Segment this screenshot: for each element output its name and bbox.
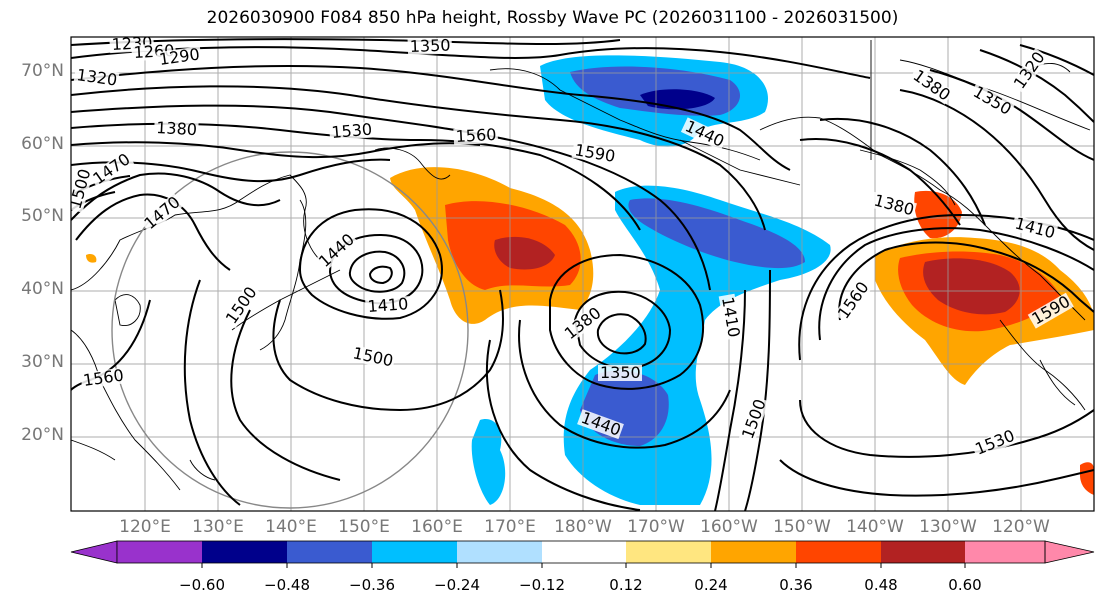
lon-label: 170°E: [484, 517, 536, 537]
svg-text:1350: 1350: [600, 363, 641, 382]
colorbar-tick-label: −0.48: [264, 576, 310, 594]
lon-label: 170°W: [627, 517, 685, 537]
reference-circle: [111, 151, 469, 509]
colorbar-tick-label: −0.12: [519, 576, 565, 594]
colorbar-ticks: [201, 563, 966, 568]
colorbar-bin: [372, 541, 457, 563]
colorbar-bin: [881, 541, 965, 563]
colorbar-frame: [116, 540, 1046, 564]
colorbar-tick-label: 0.24: [694, 576, 728, 594]
lon-label: 130°W: [919, 517, 977, 537]
contour-label: 1530: [328, 120, 375, 142]
positive-anomaly-left-edge: [86, 253, 97, 263]
colorbar-bin: [796, 541, 881, 563]
contour-label: 1350: [407, 36, 453, 56]
anomaly-shading: [86, 55, 1094, 505]
height-contours: [71, 38, 1094, 511]
colorbar-bin: [457, 541, 542, 563]
colorbar-tick-label: −0.60: [179, 576, 225, 594]
positive-anomaly-nw-pacific-core: [494, 236, 555, 270]
colorbar-extend-low: [70, 540, 118, 564]
colorbar-tick-label: −0.24: [434, 576, 480, 594]
colorbar: [70, 540, 1095, 568]
positive-anomaly-alaska: [914, 190, 962, 239]
contour-label: 1350: [598, 363, 642, 382]
lon-label: 150°E: [338, 517, 390, 537]
contour-label: 1380: [153, 118, 199, 139]
svg-text:1350: 1350: [409, 36, 450, 56]
contour-label: 1290: [156, 44, 203, 69]
colorbar-bin: [542, 541, 626, 563]
negative-anomaly-west-small: [471, 419, 506, 505]
colorbar-bin: [287, 541, 372, 563]
colorbar-tick-label: 0.48: [864, 576, 898, 594]
contour-labels: 1230 1260 1290 1320 1350 1380 1470 1500 …: [71, 36, 1074, 459]
lon-label: 130°E: [192, 517, 244, 537]
svg-text:1560: 1560: [455, 125, 497, 146]
lat-label: 50°N: [21, 206, 64, 226]
negative-anomaly-central-pacific-core: [628, 198, 805, 269]
colorbar-tick-label: 0.12: [609, 576, 643, 594]
svg-text:1410: 1410: [367, 294, 409, 316]
colorbar-bin: [626, 541, 711, 563]
colorbar-tick-label: 0.60: [948, 576, 982, 594]
lon-label: 140°E: [265, 517, 317, 537]
lon-label: 160°E: [411, 517, 463, 537]
colorbar-bin: [711, 541, 796, 563]
lon-label: 140°W: [846, 517, 904, 537]
colorbar-extend-high: [1044, 540, 1095, 564]
map-frame: [70, 36, 1095, 512]
lon-label: 180°W: [554, 517, 612, 537]
lon-label: 150°W: [773, 517, 831, 537]
contour-label: 1410: [365, 294, 411, 316]
lat-label: 40°N: [21, 279, 64, 299]
contour-label: 1320: [73, 65, 120, 90]
colorbar-tick-label: −0.36: [349, 576, 395, 594]
colorbar-bin: [117, 541, 202, 563]
svg-text:1530: 1530: [331, 120, 373, 142]
lon-label: 120°E: [119, 517, 171, 537]
colorbar-bin: [965, 541, 1045, 563]
lon-label: 120°W: [992, 517, 1050, 537]
positive-anomaly-ne-pacific-core: [923, 258, 1020, 315]
lon-label: 160°W: [700, 517, 758, 537]
lat-label: 60°N: [21, 134, 64, 154]
colorbar-bin: [202, 541, 287, 563]
lat-label: 30°N: [21, 352, 64, 372]
map-title: 2026030900 F084 850 hPa height, Rossby W…: [206, 8, 899, 28]
lat-label: 20°N: [21, 425, 64, 445]
colorbar-tick-label: 0.36: [779, 576, 813, 594]
lat-label: 70°N: [21, 61, 64, 81]
svg-text:1380: 1380: [156, 118, 198, 139]
contour-label: 1560: [453, 125, 499, 146]
